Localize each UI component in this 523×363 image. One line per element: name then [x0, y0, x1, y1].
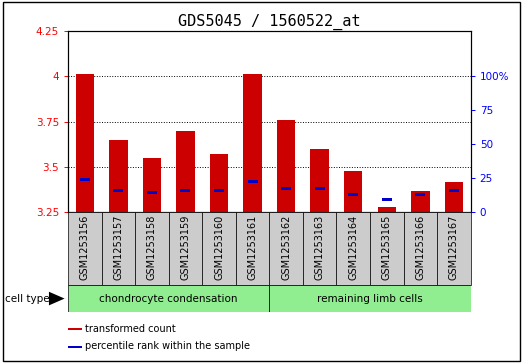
Bar — [370, 212, 404, 285]
Bar — [415, 193, 425, 196]
Text: chondrocyte condensation: chondrocyte condensation — [99, 294, 238, 303]
Text: GSM1253166: GSM1253166 — [415, 215, 425, 280]
Text: GSM1253167: GSM1253167 — [449, 215, 459, 280]
Bar — [437, 212, 471, 285]
Bar — [180, 189, 190, 192]
Bar — [269, 285, 471, 312]
Text: transformed count: transformed count — [85, 324, 176, 334]
Text: GSM1253158: GSM1253158 — [147, 215, 157, 280]
Text: GSM1253163: GSM1253163 — [315, 215, 325, 280]
Text: GSM1253165: GSM1253165 — [382, 215, 392, 280]
Bar — [303, 212, 336, 285]
Bar — [243, 74, 262, 212]
Title: GDS5045 / 1560522_at: GDS5045 / 1560522_at — [178, 13, 360, 29]
Text: remaining limb cells: remaining limb cells — [317, 294, 423, 303]
Text: GSM1253161: GSM1253161 — [247, 215, 257, 280]
Bar — [277, 120, 295, 212]
Bar — [168, 212, 202, 285]
Text: GSM1253156: GSM1253156 — [80, 215, 90, 280]
Bar — [210, 154, 228, 212]
Bar — [135, 212, 168, 285]
Bar — [247, 180, 258, 183]
Bar — [348, 193, 358, 196]
Text: GSM1253162: GSM1253162 — [281, 215, 291, 280]
Bar — [404, 212, 437, 285]
Text: GSM1253160: GSM1253160 — [214, 215, 224, 280]
Bar — [236, 212, 269, 285]
Bar — [68, 346, 83, 348]
Bar — [147, 191, 157, 194]
Bar — [143, 158, 161, 212]
Bar — [311, 149, 329, 212]
Text: cell type: cell type — [5, 294, 50, 303]
Bar — [101, 212, 135, 285]
Bar — [269, 212, 303, 285]
Text: GSM1253157: GSM1253157 — [113, 215, 123, 280]
Bar — [281, 187, 291, 190]
Text: percentile rank within the sample: percentile rank within the sample — [85, 341, 250, 351]
Bar — [382, 198, 392, 201]
Bar — [202, 212, 236, 285]
Bar — [315, 187, 325, 190]
Text: GSM1253164: GSM1253164 — [348, 215, 358, 280]
Bar — [68, 285, 269, 312]
Bar — [79, 178, 90, 181]
Text: GSM1253159: GSM1253159 — [180, 215, 190, 280]
Bar — [109, 140, 128, 212]
Bar — [411, 191, 429, 212]
Bar — [75, 74, 94, 212]
Bar — [378, 207, 396, 212]
Bar — [176, 131, 195, 212]
Bar — [336, 212, 370, 285]
Bar — [68, 329, 83, 330]
Bar — [344, 171, 362, 212]
Bar — [68, 212, 101, 285]
Polygon shape — [49, 292, 65, 305]
Bar — [214, 189, 224, 192]
Bar — [113, 189, 123, 192]
Bar — [449, 189, 459, 192]
Bar — [445, 182, 463, 212]
